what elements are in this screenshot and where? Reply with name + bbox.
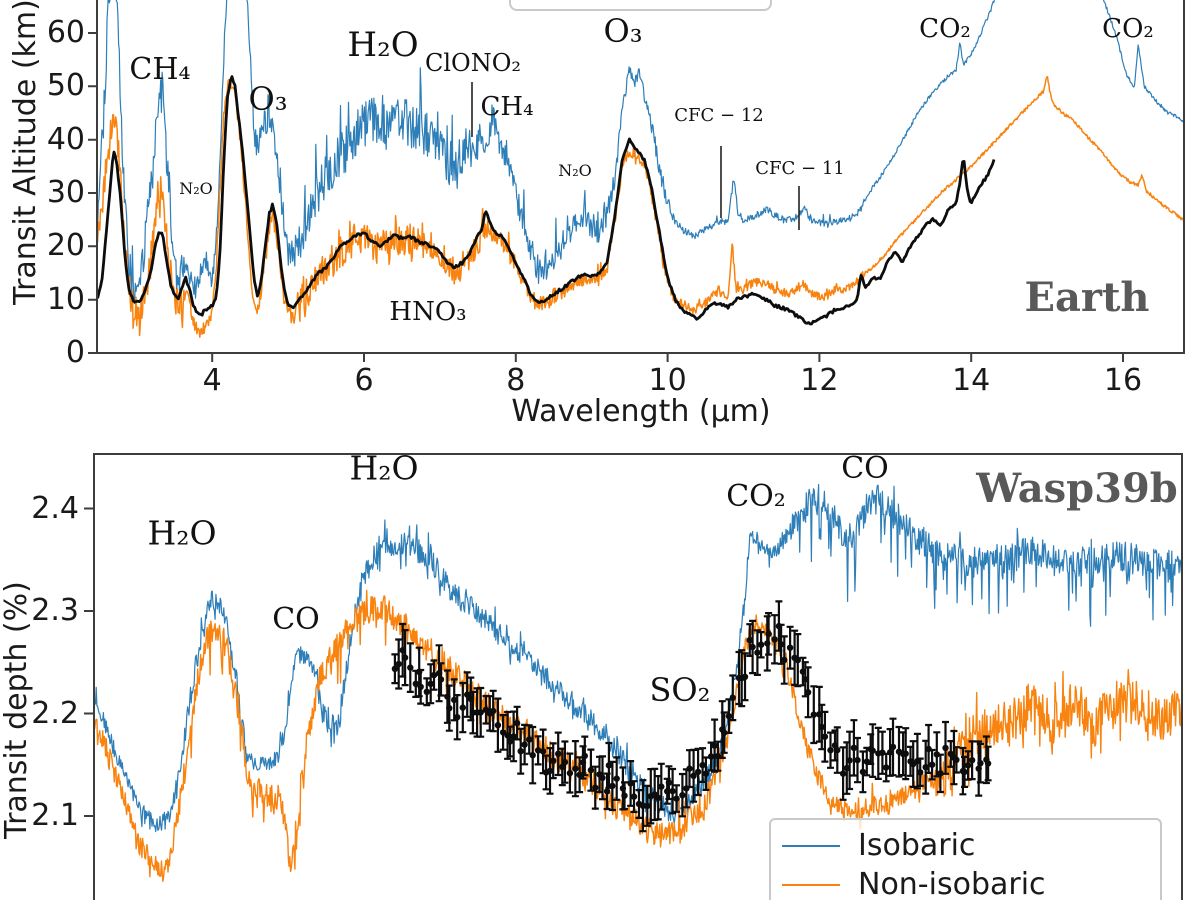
observed-data-points (391, 600, 992, 833)
earth-orange-spectrum (97, 75, 1184, 338)
earth-blue-spectrum (97, 0, 1184, 305)
earth-black-spectrum (97, 75, 996, 326)
wasp-non-isobaric-spectrum (94, 589, 1182, 882)
axis-tick-marks (84, 32, 1124, 817)
wasp-panel-frame (93, 453, 1183, 900)
wasp-isobaric-spectrum (94, 483, 1182, 833)
annotation-pointer-lines (471, 82, 800, 230)
earth-panel-frame (96, 0, 1185, 354)
